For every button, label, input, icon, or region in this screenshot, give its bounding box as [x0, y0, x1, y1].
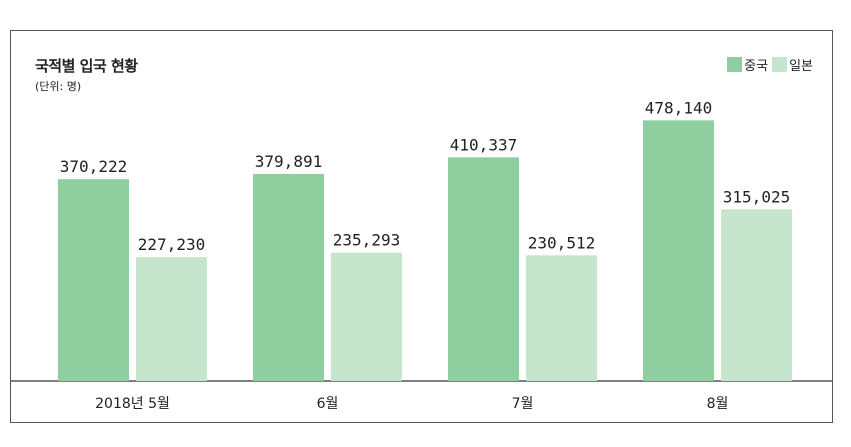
data-label-japan-2: 230,512: [528, 233, 595, 252]
data-label-china-2: 410,337: [450, 135, 517, 154]
data-label-china-1: 379,891: [255, 152, 322, 171]
data-label-japan-0: 227,230: [138, 235, 205, 254]
legend-label-japan: 일본: [789, 59, 813, 74]
x-tick-label-3: 8월: [707, 396, 729, 412]
bar-japan-2: [526, 255, 597, 381]
bar-japan-3: [721, 209, 792, 381]
legend-item-japan: 일본: [772, 55, 813, 74]
data-label-japan-3: 315,025: [723, 187, 790, 206]
chart-unit-label: (단위: 명): [35, 80, 82, 93]
legend-label-china: 중국: [744, 59, 769, 74]
legend-swatch-japan: [772, 57, 788, 72]
bar-china-2: [448, 157, 519, 381]
data-label-japan-1: 235,293: [333, 231, 400, 250]
bar-china-1: [253, 173, 324, 381]
legend-swatch-china: [727, 57, 743, 72]
data-label-china-3: 478,140: [645, 98, 712, 117]
x-tick-label-1: 6월: [317, 396, 339, 412]
legend-item-china: 중국: [727, 55, 768, 74]
bar-china-0: [58, 179, 129, 381]
bar-japan-0: [136, 257, 207, 381]
legend: 중국 일본: [727, 55, 813, 74]
chart-title: 국적별 입국 현황: [35, 57, 138, 75]
chart-frame: [10, 30, 833, 423]
x-tick-label-0: 2018년 5월: [95, 396, 170, 412]
x-tick-label-2: 7월: [512, 396, 534, 412]
bar-japan-1: [331, 252, 402, 381]
data-label-china-0: 370,222: [60, 157, 127, 176]
bar-china-3: [643, 120, 714, 381]
